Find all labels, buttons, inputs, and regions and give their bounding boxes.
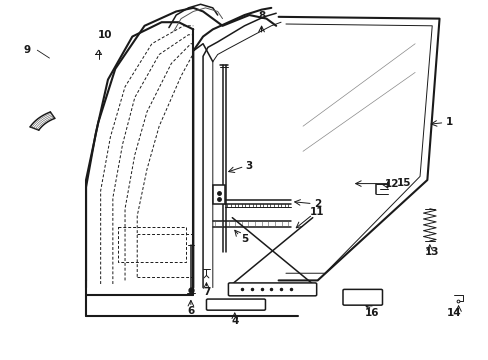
Text: 9: 9 (24, 45, 31, 55)
Text: 1: 1 (445, 117, 452, 127)
Text: 16: 16 (364, 308, 379, 318)
Text: 10: 10 (98, 30, 113, 40)
Text: 5: 5 (241, 234, 247, 244)
Text: 13: 13 (424, 247, 439, 257)
Text: 11: 11 (309, 207, 323, 217)
Text: 4: 4 (231, 316, 238, 325)
Text: 3: 3 (245, 161, 252, 171)
Bar (212, 185, 224, 204)
FancyBboxPatch shape (228, 283, 316, 296)
Text: 6: 6 (187, 306, 194, 316)
FancyBboxPatch shape (342, 289, 382, 305)
Text: 12: 12 (384, 179, 398, 189)
Text: 2: 2 (313, 199, 321, 209)
Text: 7: 7 (203, 287, 210, 297)
Text: 8: 8 (257, 11, 264, 21)
FancyBboxPatch shape (206, 299, 265, 310)
Text: 15: 15 (396, 178, 410, 188)
Text: 14: 14 (446, 309, 461, 318)
